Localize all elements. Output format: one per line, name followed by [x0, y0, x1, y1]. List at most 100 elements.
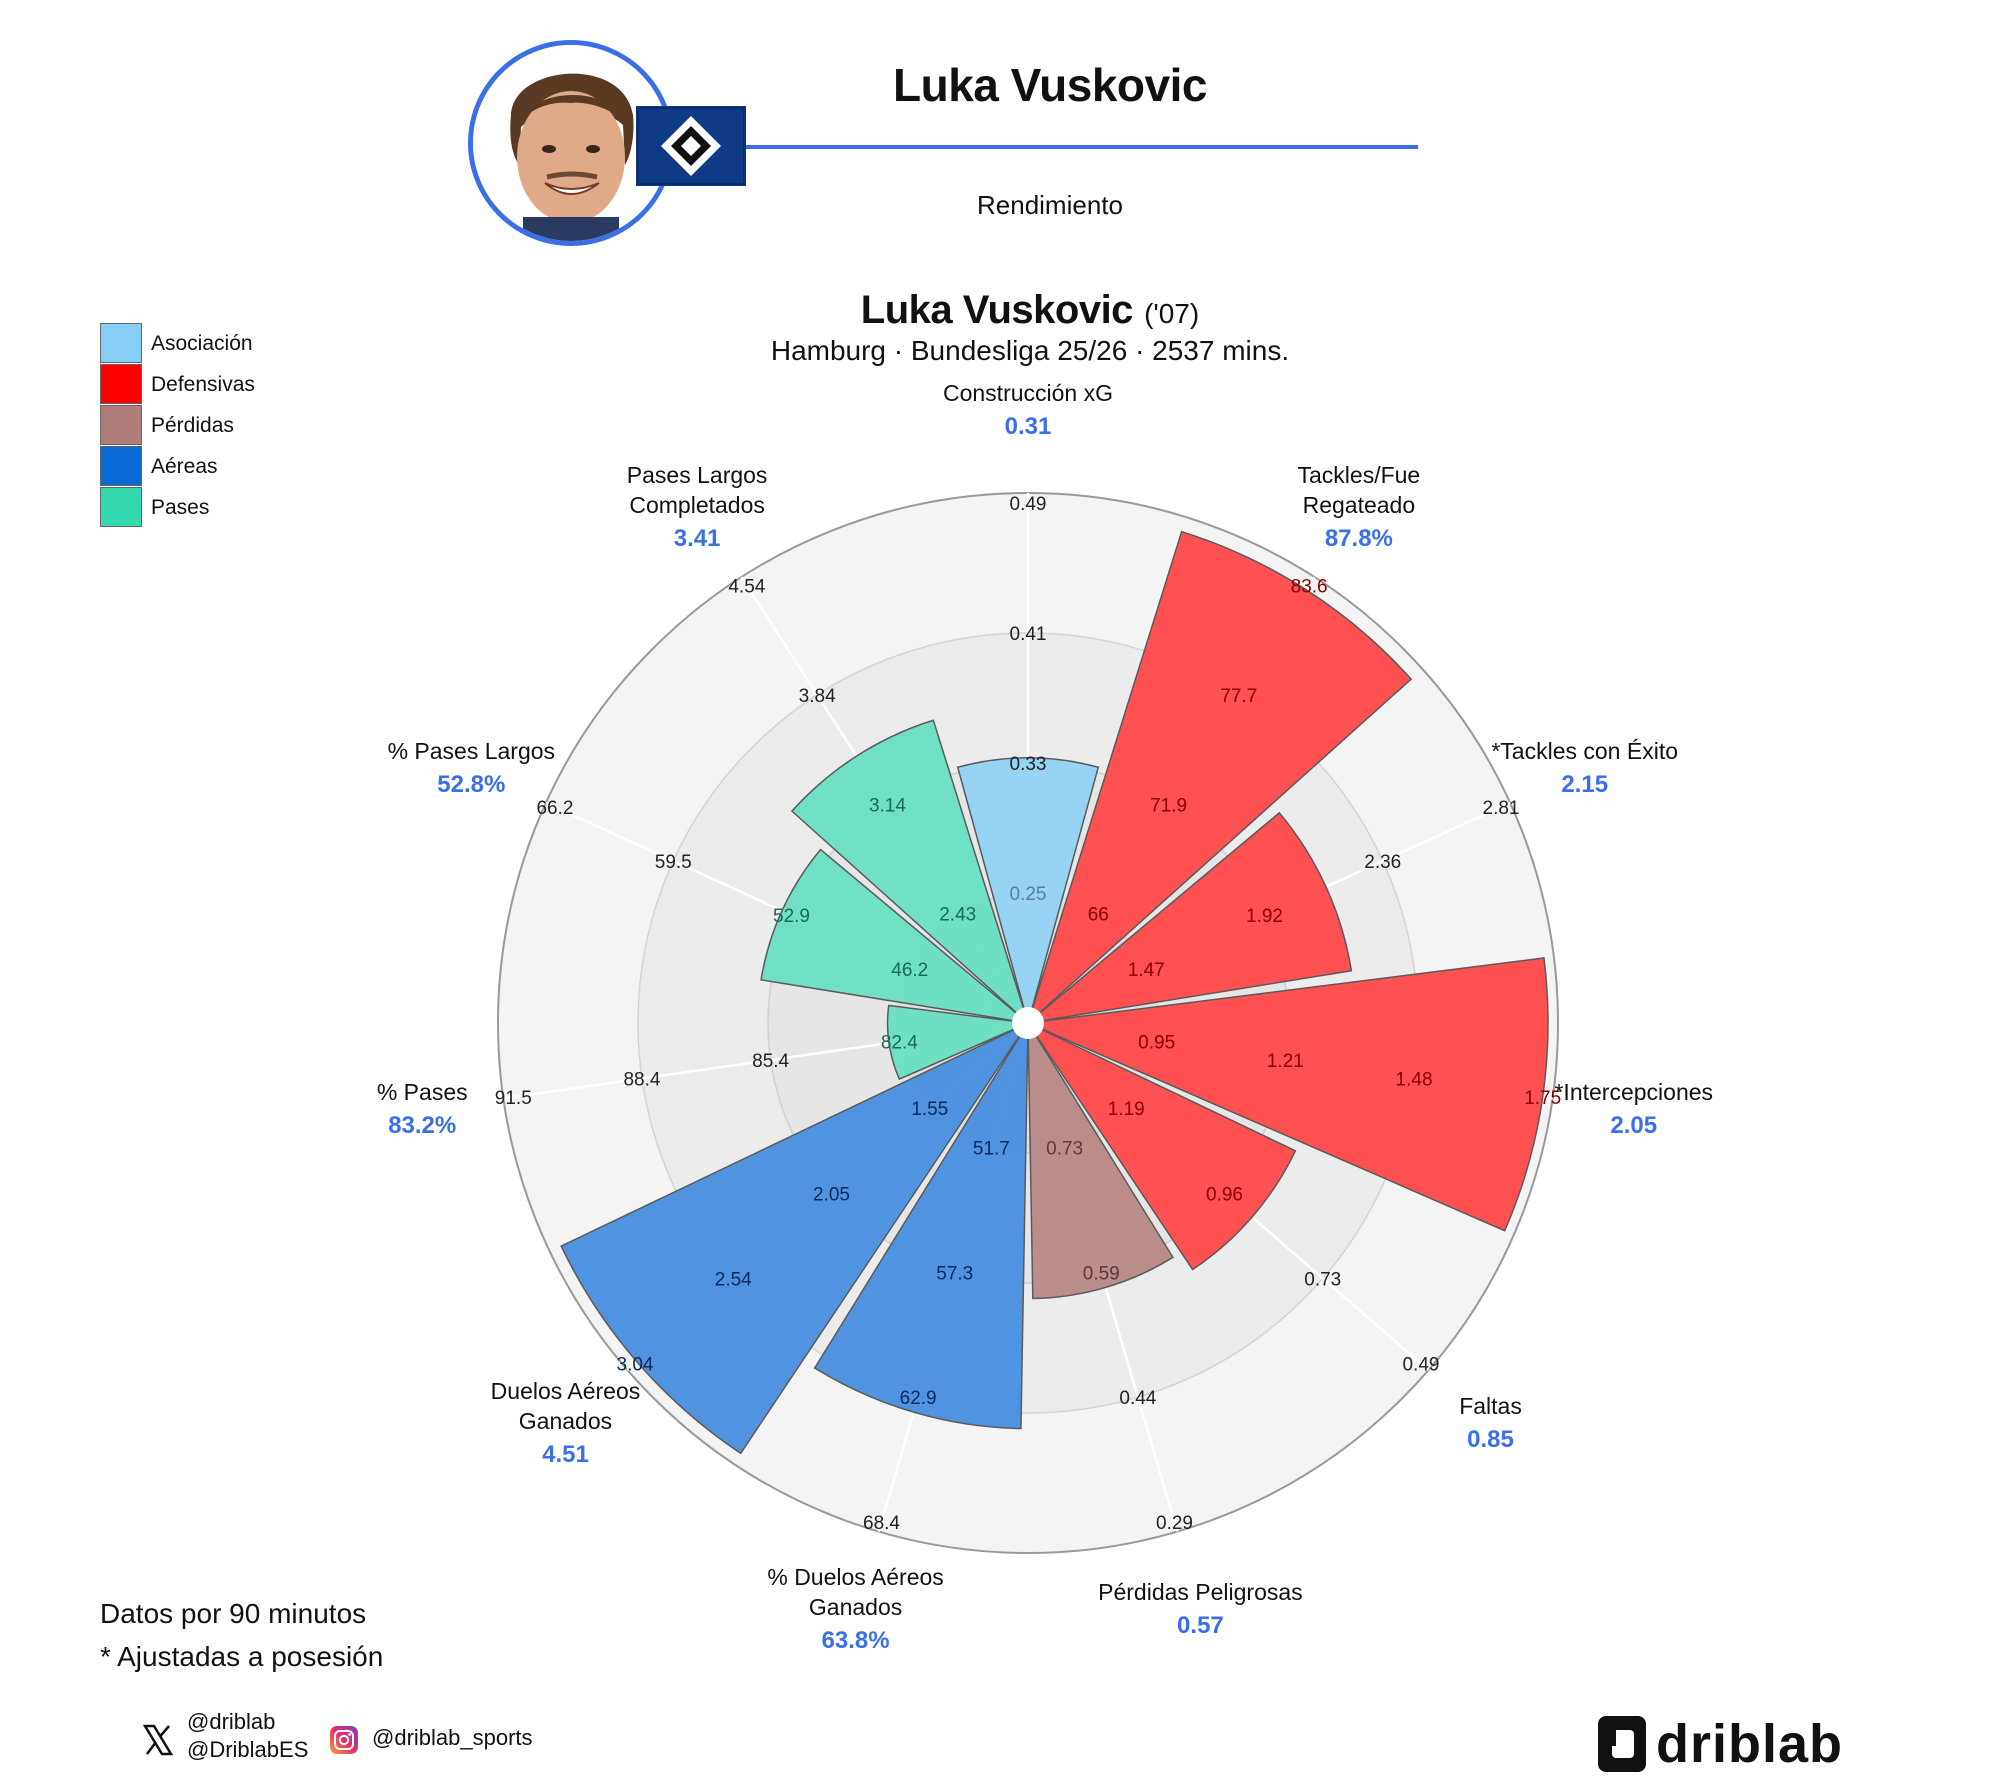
tick-label: 0.49: [1402, 1355, 1439, 1376]
tick-label: 1.21: [1267, 1051, 1304, 1072]
category-label: % Duelos Aéreos: [767, 1564, 943, 1590]
category-value: 63.8%: [822, 1627, 890, 1654]
legend-label: Defensivas: [151, 373, 255, 396]
tick-label: 0.73: [1304, 1269, 1341, 1290]
chart-bar: [956, 757, 1100, 1026]
legend-swatch: [100, 405, 142, 445]
instagram-handle[interactable]: @driblab_sports: [372, 1725, 533, 1750]
category-value: 2.15: [1561, 771, 1608, 798]
chart-bar: [1025, 957, 1549, 1232]
tick-label: 66: [1088, 905, 1109, 926]
tick-label: 0.33: [1010, 754, 1047, 775]
category-label: Pérdidas Peligrosas: [1098, 1579, 1303, 1605]
category-value: 2.05: [1610, 1112, 1657, 1139]
tick-label: 2.36: [1364, 852, 1401, 873]
page-title: Luka Vuskovic: [893, 59, 1207, 111]
tick-label: 77.7: [1220, 686, 1257, 707]
tick-label: 57.3: [936, 1263, 973, 1284]
tick-label: 0.95: [1138, 1033, 1175, 1054]
tick-label: 0.49: [1010, 494, 1047, 515]
tick-label: 59.5: [655, 852, 692, 873]
tick-label: 91.5: [495, 1088, 532, 1109]
tick-label: 4.54: [728, 577, 765, 598]
category-label: Pases Largos: [627, 462, 768, 488]
tick-label: 2.05: [813, 1184, 850, 1205]
legend-swatch: [100, 446, 142, 486]
tick-label: 1.75: [1524, 1088, 1561, 1109]
category-label: Completados: [629, 492, 765, 518]
tick-label: 1.19: [1108, 1099, 1145, 1120]
tick-label: 68.4: [863, 1513, 900, 1534]
chart-hub: [1012, 1007, 1044, 1039]
category-label: Construcción xG: [943, 380, 1113, 406]
tick-label: 0.29: [1156, 1513, 1193, 1534]
tick-label: 88.4: [623, 1070, 660, 1091]
tick-label: 1.48: [1396, 1070, 1433, 1091]
category-label: *Intercepciones: [1554, 1079, 1713, 1105]
tick-label: 0.41: [1010, 624, 1047, 645]
category-value: 0.31: [1005, 413, 1052, 440]
tick-label: 1.55: [911, 1099, 948, 1120]
legend-label: Pérdidas: [151, 414, 234, 437]
chart-bar: [1027, 1020, 1174, 1300]
chart-bar: [1025, 811, 1353, 1025]
tick-label: 66.2: [536, 798, 573, 819]
category-label: Ganados: [519, 1408, 612, 1434]
legend-swatch: [100, 487, 142, 527]
legend-swatch: [100, 364, 142, 404]
tick-label: 2.81: [1483, 798, 1520, 819]
header-divider: [746, 145, 1418, 149]
category-label: Tackles/Fue: [1298, 462, 1421, 488]
category-value: 87.8%: [1325, 525, 1393, 552]
tick-label: 71.9: [1150, 795, 1187, 816]
legend-swatch: [100, 323, 142, 363]
category-value: 52.8%: [437, 771, 505, 798]
tick-label: 0.25: [1010, 884, 1047, 905]
tick-label: 3.04: [617, 1355, 654, 1376]
chart-bar: [813, 1020, 1029, 1430]
chart-title: Luka Vuskovic ('07): [630, 288, 1430, 333]
footnote: Datos por 90 minutos * Ajustadas a poses…: [100, 1592, 383, 1678]
tick-label: 1.92: [1246, 906, 1283, 927]
driblab-logo-text: driblab: [1656, 1714, 1843, 1774]
club-crest-icon: [636, 106, 746, 186]
category-label: % Pases: [377, 1079, 468, 1105]
tick-label: 85.4: [752, 1051, 789, 1072]
tick-label: 0.73: [1046, 1139, 1083, 1160]
category-label: Duelos Aéreos: [491, 1378, 641, 1404]
tick-label: 51.7: [973, 1139, 1010, 1160]
chart-bar: [886, 1004, 1031, 1081]
legend-label: Aéreas: [151, 455, 218, 478]
tick-label: 52.9: [773, 906, 810, 927]
tick-label: 0.44: [1119, 1388, 1156, 1409]
chart-title-year: ('07): [1144, 298, 1200, 329]
page-subtitle: Rendimiento: [977, 190, 1123, 220]
x-handle-2[interactable]: @DriblabES: [187, 1737, 309, 1762]
instagram-icon: [330, 1726, 358, 1754]
tick-label: 46.2: [891, 960, 928, 981]
category-value: 3.41: [674, 525, 721, 552]
category-label: Regateado: [1303, 492, 1416, 518]
chart-bar: [560, 1021, 1031, 1455]
tick-label: 1.47: [1128, 960, 1165, 981]
chart-bar: [1025, 1021, 1297, 1271]
footnote-line-2: * Ajustadas a posesión: [100, 1641, 384, 1672]
category-value: 83.2%: [388, 1112, 456, 1139]
tick-label: 0.96: [1206, 1184, 1243, 1205]
category-label: % Pases Largos: [388, 738, 555, 764]
x-handle-1[interactable]: @driblab: [187, 1709, 276, 1734]
category-value: 4.51: [542, 1441, 589, 1468]
x-handles: @driblab @DriblabES: [187, 1708, 308, 1764]
category-label: Faltas: [1459, 1393, 1522, 1419]
category-label: *Tackles con Éxito: [1491, 738, 1678, 764]
legend-label: Asociación: [151, 332, 253, 355]
x-logo-icon: [142, 1724, 174, 1756]
category-value: 0.85: [1467, 1426, 1514, 1453]
chart-bar: [790, 719, 1030, 1026]
tick-label: 83.6: [1291, 577, 1328, 598]
tick-label: 82.4: [881, 1033, 918, 1054]
chart-bar: [1026, 530, 1413, 1026]
tick-label: 3.14: [869, 795, 906, 816]
tick-label: 3.84: [799, 686, 836, 707]
